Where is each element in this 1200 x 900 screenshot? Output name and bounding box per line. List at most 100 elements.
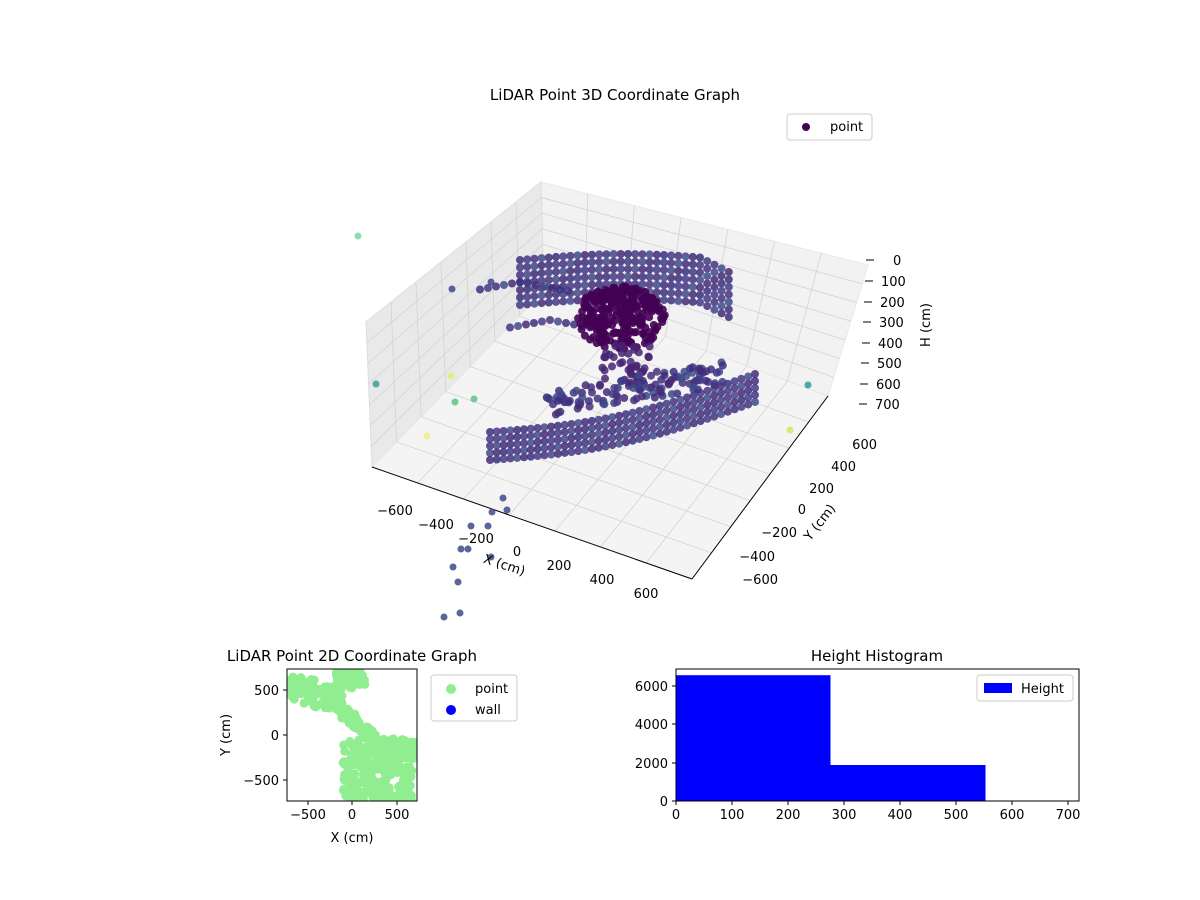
data-point [667, 266, 676, 275]
data-point [717, 396, 725, 405]
data-point [744, 386, 753, 395]
x-tick-label: 700 [1056, 808, 1081, 823]
y-tick-label: −600 [742, 573, 778, 588]
legend-3d: point [786, 113, 873, 141]
data-point [574, 314, 583, 323]
data-point [520, 432, 528, 441]
data-point [660, 258, 668, 267]
data-point [573, 251, 582, 260]
grid-line [645, 380, 788, 564]
data-point [573, 273, 582, 282]
data-point [500, 281, 508, 289]
data-point [610, 399, 619, 407]
data-point [737, 374, 746, 383]
data-point [649, 410, 658, 419]
histogram-frame [675, 668, 1080, 802]
data-point [581, 439, 590, 447]
data-point [737, 395, 746, 404]
data-point [717, 264, 726, 273]
data-point [580, 258, 589, 267]
legend-marker-point [446, 684, 456, 694]
data-point [621, 438, 630, 447]
data-point [717, 389, 725, 398]
data-point [307, 676, 316, 686]
data-point [567, 427, 576, 435]
data-point [598, 363, 607, 372]
data-point [540, 282, 548, 291]
data-point [604, 287, 613, 296]
data-point [574, 433, 583, 442]
grid-line [421, 416, 731, 528]
data-point [304, 690, 314, 700]
data-point [744, 400, 753, 409]
data-point [676, 395, 685, 404]
data-point [566, 251, 575, 260]
data-point [580, 331, 589, 340]
data-point [587, 444, 596, 453]
x-tick-label: −500 [290, 808, 326, 823]
data-point [540, 423, 549, 432]
data-point [348, 676, 357, 686]
data-point [655, 429, 664, 438]
data-point [602, 272, 611, 281]
y-tick-label: 0 [271, 729, 279, 744]
data-point [601, 421, 610, 430]
data-point [552, 297, 560, 306]
data-point [513, 446, 522, 455]
data-point [627, 304, 636, 313]
data-point [379, 793, 389, 801]
data-point [537, 269, 546, 278]
data-point [486, 449, 494, 457]
data-point [703, 257, 712, 266]
data-point [617, 310, 626, 319]
data-point [499, 427, 508, 435]
data-point [492, 427, 501, 436]
data-point [560, 394, 569, 403]
data-point [696, 268, 704, 277]
data-point [573, 288, 582, 297]
data-point [683, 407, 692, 416]
data-point [642, 433, 651, 442]
data-point [559, 274, 568, 283]
data-point [552, 267, 560, 276]
data-point [655, 401, 664, 410]
data-point [651, 324, 660, 333]
data-point [513, 425, 522, 434]
data-point [703, 414, 712, 423]
x-tick-label: 400 [590, 573, 615, 588]
data-point [567, 448, 576, 456]
data-point [681, 274, 690, 283]
data-point [634, 348, 643, 357]
data-point [578, 393, 587, 402]
data-point [723, 386, 732, 395]
data-point [608, 413, 617, 422]
data-point [688, 267, 697, 276]
y-tick-label: −200 [761, 526, 797, 541]
data-point [546, 316, 554, 324]
data-point [646, 336, 655, 345]
data-point [645, 257, 654, 266]
z-tick-label: 200 [880, 296, 905, 311]
data-point [486, 435, 494, 443]
data-point [573, 404, 582, 413]
data-point [513, 432, 522, 441]
data-point [655, 303, 664, 312]
data-point [526, 431, 535, 440]
data-point [621, 424, 630, 433]
data-point [635, 371, 644, 380]
grid-line [415, 281, 422, 417]
data-point [566, 266, 575, 275]
grid-line [417, 305, 585, 484]
data-point [537, 291, 546, 300]
data-point [487, 278, 495, 286]
data-point [652, 250, 661, 259]
data-point [636, 318, 645, 327]
data-point [649, 431, 658, 440]
data-point [737, 388, 746, 397]
data-point [804, 381, 812, 389]
data-point [566, 259, 575, 268]
data-point [688, 275, 697, 284]
data-point [368, 742, 378, 752]
data-point [595, 250, 604, 259]
data-point [703, 264, 712, 273]
